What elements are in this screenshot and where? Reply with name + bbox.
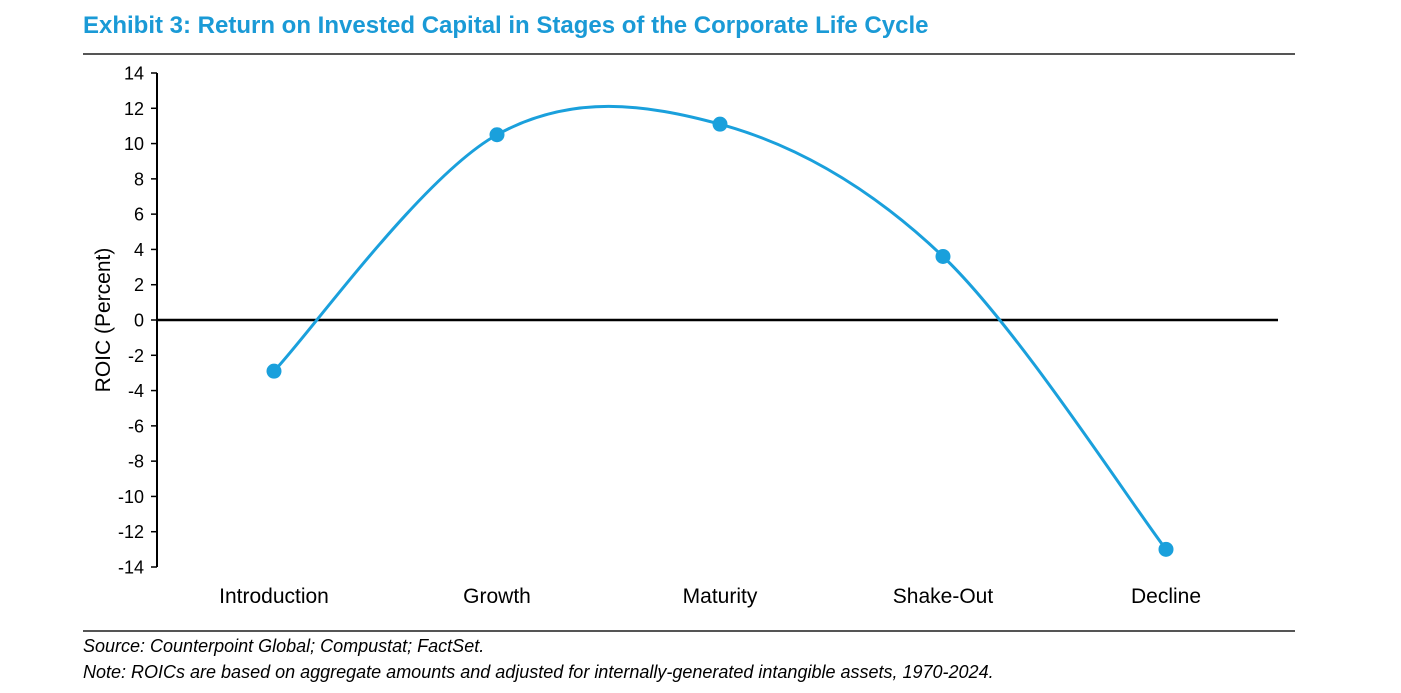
methodology-note: Note: ROICs are based on aggregate amoun… <box>83 662 994 682</box>
y-tick-label: 4 <box>134 240 144 260</box>
series-layer <box>266 104 1174 557</box>
x-category-label: Introduction <box>219 585 329 608</box>
y-tick-label: 12 <box>124 99 144 119</box>
y-tick-label: 8 <box>134 169 144 189</box>
y-tick-label: -8 <box>128 452 144 472</box>
y-axis-label: ROIC (Percent) <box>92 248 115 393</box>
data-point <box>935 248 951 264</box>
data-point <box>712 116 728 132</box>
x-category-label: Growth <box>463 585 531 608</box>
y-tick-label: -4 <box>128 381 144 401</box>
y-axis: 14 12 10 8 6 4 2 0 -2 -4 -6 -8 -10 -12 -14 <box>118 64 1278 578</box>
x-category-label: Maturity <box>683 585 758 608</box>
y-tick-label: -6 <box>128 416 144 436</box>
y-tick-label: -12 <box>118 522 144 542</box>
x-category-label: Decline <box>1131 585 1201 608</box>
y-tick-label: 2 <box>134 275 144 295</box>
y-tick-label: -10 <box>118 487 144 507</box>
y-tick-label: 10 <box>124 134 144 154</box>
y-tick-label: -14 <box>118 558 144 578</box>
x-category-label: Shake-Out <box>893 585 994 608</box>
data-point <box>266 363 282 379</box>
bottom-divider <box>83 630 1295 632</box>
chart-title: Exhibit 3: Return on Invested Capital in… <box>83 12 929 39</box>
x-axis: Introduction Growth Maturity Shake-Out Decli… <box>219 585 1201 608</box>
series-line <box>272 104 1168 551</box>
data-point <box>1158 541 1174 557</box>
y-tick-label: 14 <box>124 64 144 84</box>
top-divider <box>83 53 1295 55</box>
y-tick-label: 6 <box>134 205 144 225</box>
source-note: Source: Counterpoint Global; Compustat; … <box>83 636 485 656</box>
data-point <box>489 127 505 143</box>
y-tick-label: 0 <box>134 311 144 331</box>
y-tick-label: -2 <box>128 346 144 366</box>
